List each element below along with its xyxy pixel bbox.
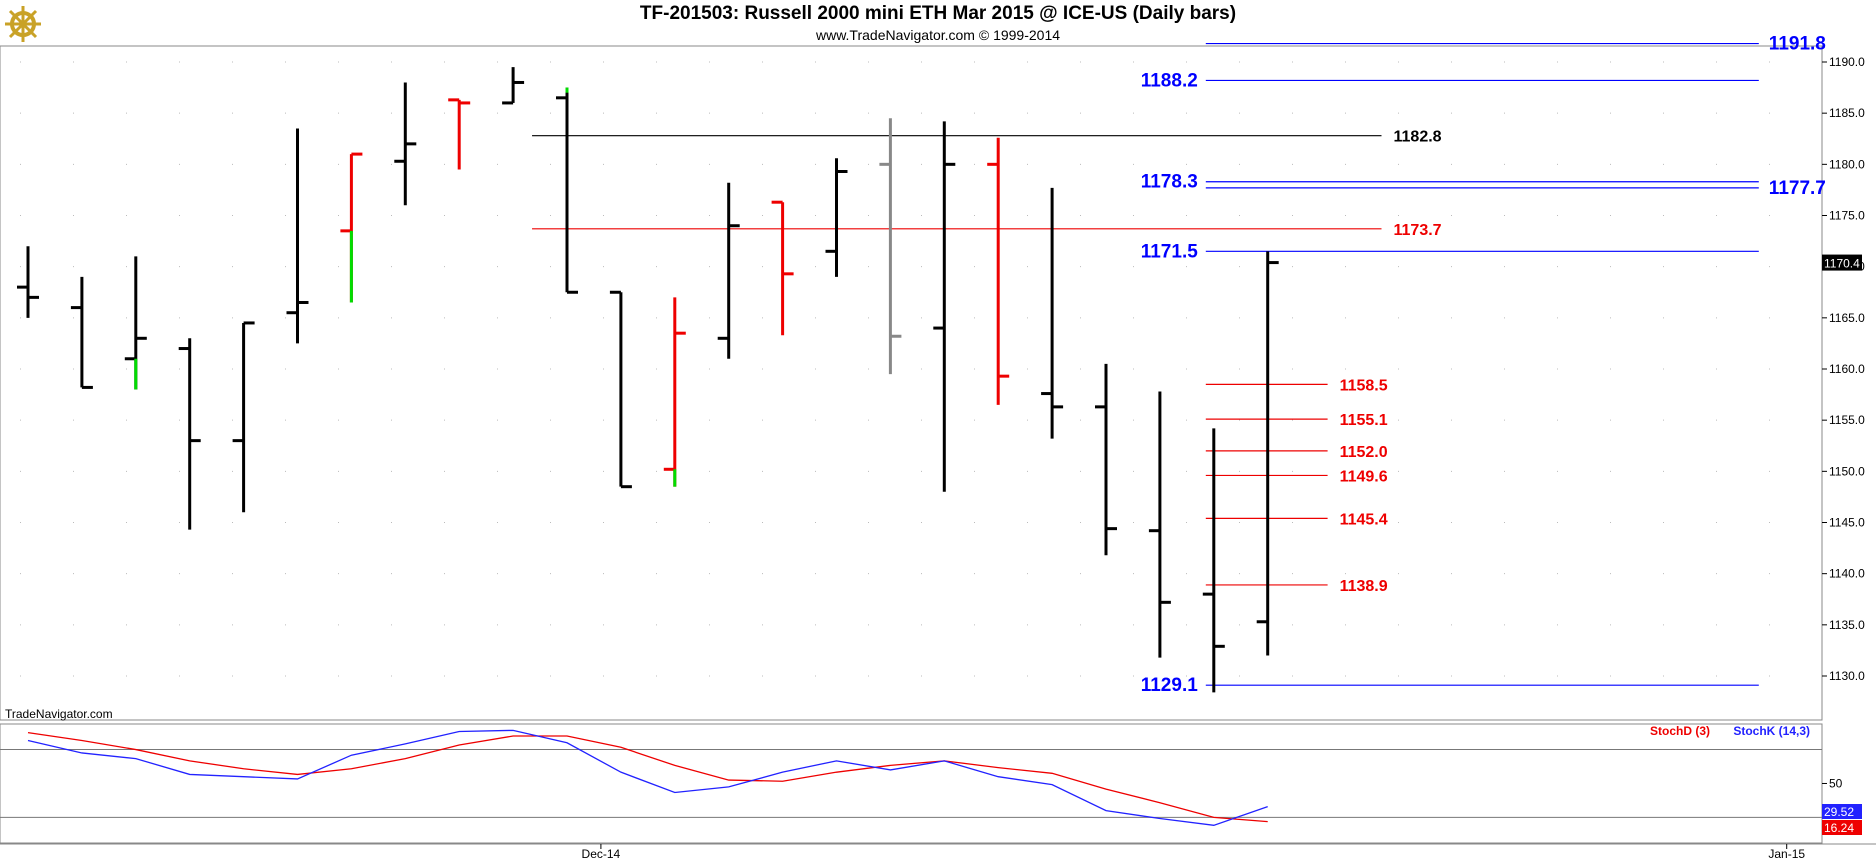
last-price-box — [1822, 254, 1862, 271]
level-label: 1173.7 — [1394, 222, 1442, 239]
ohlc-bar — [286, 128, 309, 344]
price-grid — [20, 61, 1822, 677]
level-label: 1158.5 — [1340, 377, 1388, 394]
level-label: 1171.5 — [1141, 241, 1198, 262]
level-label: 1178.3 — [1141, 172, 1198, 193]
ohlc-bar — [70, 276, 93, 389]
chart-frame: TradeNavigator.com — [0, 45, 1876, 845]
level-label: 1152.0 — [1340, 444, 1388, 461]
oscillator-tick-label: 50 — [1829, 776, 1843, 790]
chart-subtitle: www.TradeNavigator.com © 1999-2014 — [815, 27, 1061, 43]
ohlc-bar — [771, 200, 794, 336]
price-tick-label: 1175.0 — [1829, 209, 1865, 223]
level-label: 1191.8 — [1769, 34, 1826, 55]
last-price-label: 1170.4 — [1824, 257, 1860, 271]
ohlc-bar — [556, 87, 578, 294]
level-label: 1155.1 — [1340, 412, 1388, 429]
ohlc-bar — [1256, 251, 1279, 656]
ohlc-bar — [609, 290, 632, 489]
ohlc-bar — [717, 182, 740, 359]
price-tick-label: 1145.0 — [1829, 516, 1865, 530]
price-tick-label: 1140.0 — [1829, 567, 1865, 581]
price-tick-label: 1135.0 — [1829, 618, 1865, 632]
ohlc-bar — [933, 121, 956, 492]
ohlc-bar — [17, 246, 39, 318]
ohlc-bar — [232, 321, 255, 513]
price-tick-label: 1150.0 — [1829, 464, 1865, 478]
ship-wheel-icon — [2, 2, 44, 49]
ohlc-bar — [879, 118, 902, 375]
ohlc-bar — [448, 98, 471, 170]
price-tick-label: 1155.0 — [1829, 413, 1865, 427]
ohlc-bar — [663, 297, 686, 487]
price-tick-label: 1190.0 — [1829, 55, 1865, 69]
watermark: TradeNavigator.com — [5, 707, 113, 721]
stoch-last-label: 16.24 — [1824, 821, 1854, 835]
price-axis: 1130.0 1135.0 1140.0 1145.0 1150.0 1155.0 1160… — [1822, 55, 1865, 683]
level-label: 1149.6 — [1340, 468, 1388, 485]
date-tick-label: Jan-15 — [1768, 847, 1805, 861]
ohlc-bar — [394, 82, 417, 206]
date-tick-label: Dec-14 — [582, 847, 621, 861]
stoch-series-line — [27, 729, 1268, 826]
price-panel-border — [0, 45, 1823, 721]
ohlc-bar — [178, 338, 201, 530]
stoch-last-label: 29.52 — [1824, 805, 1854, 819]
price-tick-label: 1130.0 — [1829, 669, 1865, 683]
ohlc-bar — [502, 67, 525, 105]
price-levels: 1191.8 1188.2 1182.8 1178.3 1177.7 1173.7 1171… — [532, 34, 1826, 696]
legend-stochd: StochD (3) — [1650, 724, 1710, 738]
ohlc-bar — [1095, 363, 1117, 556]
ohlc-bar — [987, 137, 1010, 405]
price-tick-label: 1185.0 — [1829, 106, 1865, 120]
price-tick-label: 1165.0 — [1829, 311, 1865, 325]
stoch-series-line — [27, 731, 1268, 823]
level-label: 1145.4 — [1340, 511, 1388, 528]
ohlc-bar — [124, 256, 147, 390]
level-label: 1138.9 — [1340, 578, 1388, 595]
chart-title: TF-201503: Russell 2000 mini ETH Mar 201… — [639, 3, 1237, 24]
level-label: 1188.2 — [1141, 70, 1198, 91]
level-label: 1182.8 — [1394, 129, 1442, 146]
stoch-last-box — [1822, 804, 1862, 819]
level-label: 1177.7 — [1769, 178, 1826, 199]
ohlc-bar — [340, 152, 363, 303]
ohlc-bars — [17, 67, 1279, 693]
legend-stochk: StochK (14,3) — [1733, 724, 1810, 738]
stoch-last-box — [1822, 820, 1862, 835]
ohlc-bar — [825, 158, 848, 277]
date-axis: Dec-14 Jan-15 — [582, 844, 1805, 861]
oscillator-panel-border — [0, 723, 1823, 844]
ohlc-bar — [1148, 391, 1171, 658]
level-label: 1129.1 — [1141, 675, 1198, 696]
price-tick-label: 1180.0 — [1829, 157, 1865, 171]
ohlc-bar — [1041, 187, 1064, 439]
stochastic-panel: 50 16.24 29.52 StochK (14,3) StochD (3) — [0, 724, 1862, 835]
ohlc-bar — [1202, 428, 1225, 693]
price-tick-label: 1160.0 — [1829, 362, 1865, 376]
